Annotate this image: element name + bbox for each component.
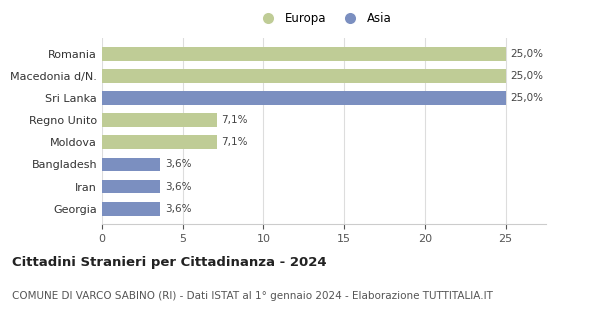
Text: 3,6%: 3,6% bbox=[165, 204, 191, 214]
Text: 3,6%: 3,6% bbox=[165, 159, 191, 169]
Bar bbox=[102, 113, 217, 127]
Text: 3,6%: 3,6% bbox=[165, 181, 191, 192]
Text: COMUNE DI VARCO SABINO (RI) - Dati ISTAT al 1° gennaio 2024 - Elaborazione TUTTI: COMUNE DI VARCO SABINO (RI) - Dati ISTAT… bbox=[12, 291, 493, 301]
Bar bbox=[102, 180, 160, 193]
Bar bbox=[102, 69, 506, 83]
Legend: Europa, Asia: Europa, Asia bbox=[252, 7, 396, 30]
Bar bbox=[102, 47, 506, 60]
Text: 25,0%: 25,0% bbox=[511, 93, 544, 103]
Text: Cittadini Stranieri per Cittadinanza - 2024: Cittadini Stranieri per Cittadinanza - 2… bbox=[12, 256, 326, 269]
Text: 25,0%: 25,0% bbox=[511, 71, 544, 81]
Bar bbox=[102, 202, 160, 216]
Text: 7,1%: 7,1% bbox=[221, 137, 248, 147]
Bar bbox=[102, 91, 506, 105]
Bar bbox=[102, 157, 160, 171]
Bar bbox=[102, 135, 217, 149]
Text: 25,0%: 25,0% bbox=[511, 49, 544, 59]
Text: 7,1%: 7,1% bbox=[221, 115, 248, 125]
